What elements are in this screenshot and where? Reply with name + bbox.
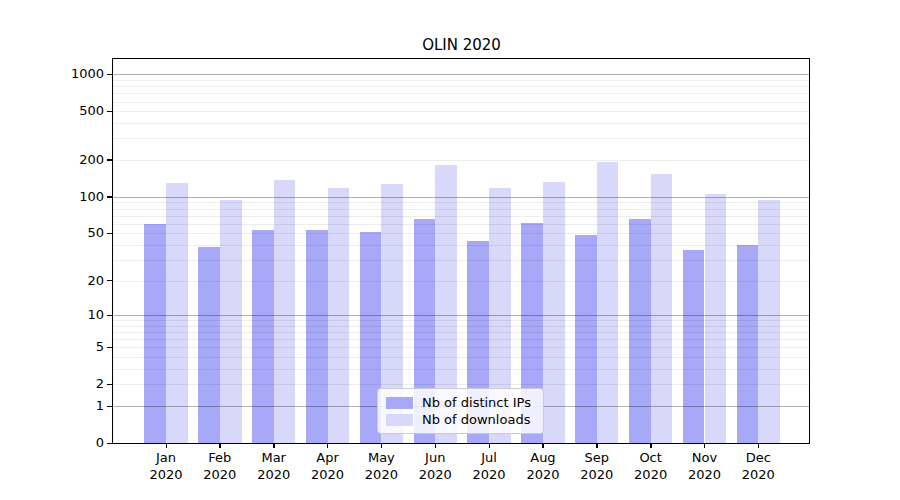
bar-distinct-ips-mar (252, 230, 274, 443)
y-tick-label: 2 (0, 376, 104, 392)
y-tick-label: 1 (0, 398, 104, 414)
y-tick-label: 5 (0, 339, 104, 355)
legend-row: Nb of distinct IPs (386, 394, 535, 411)
legend-row: Nb of downloads (386, 411, 535, 428)
gridline-minor (113, 384, 809, 385)
gridline-minor (113, 347, 809, 348)
gridline-minor (113, 233, 809, 234)
bar-distinct-ips-apr (306, 230, 328, 443)
legend-swatch-distinct-ips (386, 397, 413, 409)
bar-distinct-ips-feb (198, 247, 220, 443)
gridline-minor (113, 216, 809, 217)
gridline-major (113, 315, 809, 316)
legend-label: Nb of distinct IPs (422, 395, 531, 410)
x-axis-tick (166, 444, 167, 448)
y-tick-label: 0 (0, 435, 104, 451)
gridline-minor (113, 326, 809, 327)
y-axis-tick (107, 443, 113, 444)
x-axis-tick (219, 444, 220, 448)
gridline-minor (113, 123, 809, 124)
y-tick-label: 100 (0, 189, 104, 205)
gridline-minor (113, 245, 809, 246)
bar-downloads-aug (543, 182, 565, 443)
y-tick-label: 1000 (0, 66, 104, 82)
gridline-minor (113, 209, 809, 210)
legend-swatch-downloads (386, 414, 413, 426)
bar-distinct-ips-jan (144, 224, 166, 443)
x-axis-tick (435, 444, 436, 448)
bar-downloads-sep (597, 162, 619, 443)
gridline-minor (113, 102, 809, 103)
y-tick-label: 200 (0, 152, 104, 168)
gridline-minor (113, 320, 809, 321)
x-axis-tick (327, 444, 328, 448)
figure: OLIN 2020 01251020501002005001000Jan 202… (0, 0, 900, 500)
x-axis-tick (650, 444, 651, 448)
chart-title: OLIN 2020 (113, 36, 810, 54)
x-tick-label: Dec 2020 (726, 450, 790, 483)
y-tick-label: 50 (0, 225, 104, 241)
y-axis-tick (107, 315, 113, 316)
gridline-minor (113, 80, 809, 81)
x-axis-tick (704, 444, 705, 448)
gridline-minor (113, 332, 809, 333)
x-axis-tick (273, 444, 274, 448)
gridline-minor (113, 138, 809, 139)
x-axis-tick (381, 444, 382, 448)
bar-downloads-mar (274, 180, 296, 443)
y-axis-tick (107, 384, 113, 385)
gridline-minor (113, 260, 809, 261)
gridline-minor (113, 86, 809, 87)
x-axis-tick (489, 444, 490, 448)
x-axis-tick (542, 444, 543, 448)
y-tick-label: 20 (0, 273, 104, 289)
gridline-major (113, 74, 809, 75)
y-axis-tick (107, 196, 113, 197)
gridline-minor (113, 202, 809, 203)
legend-label: Nb of downloads (422, 412, 530, 427)
gridline-minor (113, 369, 809, 370)
bar-downloads-jan (166, 183, 188, 443)
bar-distinct-ips-dec (737, 245, 759, 443)
y-tick-label: 500 (0, 103, 104, 119)
x-axis-tick (758, 444, 759, 448)
gridline-minor (113, 339, 809, 340)
gridline-minor (113, 111, 809, 112)
gridline-minor (113, 224, 809, 225)
y-axis-tick (107, 111, 113, 112)
y-axis-tick (107, 159, 113, 160)
y-axis-tick (107, 347, 113, 348)
y-tick-label: 10 (0, 307, 104, 323)
y-axis-tick (107, 233, 113, 234)
legend: Nb of distinct IPs Nb of downloads (377, 388, 544, 434)
gridline-minor (113, 281, 809, 282)
gridline-minor (113, 160, 809, 161)
y-axis-tick (107, 74, 113, 75)
gridline-minor (113, 93, 809, 94)
gridline-minor (113, 357, 809, 358)
gridline-major (113, 197, 809, 198)
y-axis-tick (107, 406, 113, 407)
x-axis-tick (596, 444, 597, 448)
y-axis-tick (107, 280, 113, 281)
